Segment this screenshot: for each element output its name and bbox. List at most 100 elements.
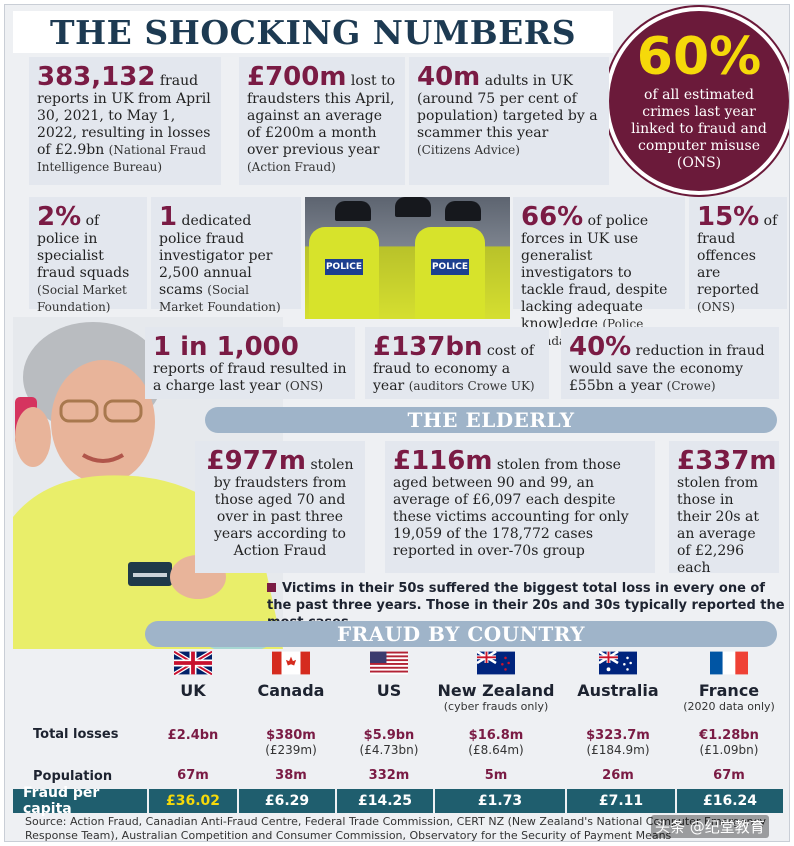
- country-note: [241, 700, 341, 714]
- country-loss-gbp: (£8.64m): [468, 743, 524, 757]
- country-column-uk: UK £2.4bn 67m: [143, 651, 243, 783]
- stat-number: 15%: [697, 202, 760, 232]
- page-title: THE SHOCKING NUMBERS: [49, 12, 577, 52]
- country-loss-gbp: (£4.73bn): [359, 743, 419, 757]
- country-loss-gbp: (£1.09bn): [699, 743, 759, 757]
- infographic: THE SHOCKING NUMBERS 60% of all estimate…: [4, 4, 790, 842]
- stat-generalist-investigators: 66% of police forces in UK use generalis…: [513, 197, 685, 348]
- country-loss: $5.9bn: [363, 728, 415, 743]
- country-loss-gbp: (£184.9m): [586, 743, 650, 757]
- stat-number: £137bn: [373, 332, 483, 362]
- stat-source: (Social Market Foundation): [37, 283, 127, 314]
- stat-fraud-reports: 383,132 fraud reports in UK from April 3…: [29, 57, 221, 185]
- sixty-percent-badge: 60% of all estimated crimes last year li…: [605, 7, 789, 195]
- country-note: [143, 700, 243, 714]
- country-column-australia: Australia $323.7m (£184.9m) 26m: [563, 651, 673, 783]
- stat-number: 1: [159, 202, 178, 232]
- elderly-woman-photo: [13, 317, 283, 649]
- us-flag-icon: [370, 651, 408, 675]
- stat-text: reduction in fraud would save the econom…: [569, 343, 765, 394]
- police-officers-photo: POLICE POLICE: [305, 197, 510, 319]
- country-name: Australia: [577, 681, 659, 700]
- stat-over-90s: £116m stolen from those aged between 90 …: [385, 441, 655, 573]
- stat-dedicated-investigator: 1 dedicated police fraud investigator pe…: [151, 197, 301, 314]
- stat-number: 2%: [37, 202, 82, 232]
- country-column-france: France (2020 data only) €1.28bn (£1.09bn…: [675, 651, 783, 783]
- stat-number: £116m: [393, 446, 493, 476]
- stat-number: 1 in 1,000: [153, 332, 299, 362]
- stat-twenties: £337m stolen from those in their 20s at …: [669, 441, 779, 576]
- country-column-new-zealand: New Zealand (cyber frauds only) $16.8m (…: [421, 651, 571, 783]
- stat-text: dedicated police fraud investigator per …: [159, 213, 273, 298]
- new-zealand-flag-icon: [477, 651, 515, 675]
- bullet-square-icon: [267, 583, 276, 592]
- capita-value-new-zealand: £1.73: [435, 789, 565, 813]
- france-flag-icon: [710, 651, 748, 675]
- stat-text: lost to fraudsters this April, against a…: [247, 73, 396, 158]
- stat-text: cost of fraud to economy a year: [373, 343, 535, 394]
- canada-flag-icon: [272, 651, 310, 675]
- row-label-capita: Fraud per capita: [13, 785, 147, 817]
- watermark: 头条 @纪堂教育: [651, 815, 769, 838]
- stat-source: (Crowe): [666, 379, 716, 393]
- stat-text: of fraud offences are reported: [697, 213, 778, 298]
- country-heading: FRAUD BY COUNTRY: [145, 621, 777, 647]
- country-name: UK: [180, 681, 206, 700]
- country-note: (2020 data only): [683, 700, 775, 713]
- stat-number: £700m: [247, 62, 347, 92]
- stat-text: stolen from those in their 20s at an ave…: [677, 475, 759, 576]
- stat-text: of police forces in UK use generalist in…: [521, 213, 668, 332]
- country-name: France: [698, 681, 760, 700]
- stat-source: (Action Fraud): [247, 160, 336, 174]
- row-label-population: Population: [33, 769, 113, 784]
- capita-value-uk: £36.02: [149, 789, 237, 813]
- country-population: 67m: [177, 768, 209, 783]
- country-population: 38m: [275, 768, 307, 783]
- country-name: US: [376, 681, 402, 700]
- stat-source: (Citizens Advice): [417, 143, 520, 157]
- country-loss-gbp: (£239m): [265, 743, 317, 757]
- country-note: (cyber frauds only): [443, 700, 549, 713]
- stat-source: (National Fraud Intelligence Bureau): [37, 143, 207, 174]
- country-note: [563, 700, 673, 714]
- stat-specialist-squads: 2% of police in specialist fraud squads …: [29, 197, 147, 314]
- country-population: 5m: [484, 768, 508, 783]
- stat-text: fraud reports in UK from April 30, 2021,…: [37, 73, 211, 158]
- stat-number: 40m: [417, 62, 481, 92]
- police-tag: POLICE: [325, 259, 363, 275]
- country-population: 332m: [368, 768, 410, 783]
- country-loss: £2.4bn: [167, 728, 219, 743]
- capita-value-france: £16.24: [677, 789, 783, 813]
- australia-flag-icon: [599, 651, 637, 675]
- sources-footnote: Source: Action Fraud, Canadian Anti-Frau…: [25, 815, 767, 842]
- stat-economy-cost: £137bn cost of fraud to economy a year (…: [365, 327, 549, 399]
- badge-value: 60%: [636, 27, 762, 87]
- country-population: 26m: [602, 768, 634, 783]
- stat-number: £977m: [206, 446, 306, 476]
- stat-text: stolen by fraudsters from those aged 70 …: [213, 457, 354, 559]
- stat-april-losses: £700m lost to fraudsters this April, aga…: [239, 57, 405, 185]
- fraud-per-capita-row: Fraud per capita £36.02 £6.29 £14.25 £1.…: [13, 785, 783, 817]
- country-loss: $323.7m: [586, 728, 650, 743]
- stat-number: 40%: [569, 332, 632, 362]
- stat-charge-rate: 1 in 1,000 reports of fraud resulted in …: [145, 327, 355, 399]
- country-loss: $16.8m: [468, 728, 524, 743]
- stat-number: £337m: [677, 446, 777, 476]
- stat-number: 66%: [521, 202, 584, 232]
- capita-value-us: £14.25: [337, 789, 433, 813]
- stat-text: stolen from those aged between 90 and 99…: [393, 457, 629, 559]
- country-column-canada: Canada $380m (£239m) 38m: [241, 651, 341, 783]
- capita-value-canada: £6.29: [239, 789, 335, 813]
- country-loss: $380m: [266, 728, 316, 743]
- badge-text: of all estimated crimes last year linked…: [631, 87, 767, 171]
- stat-source: (Social Market Foundation): [159, 283, 281, 314]
- country-loss: €1.28bn: [699, 728, 759, 743]
- stat-text: reports of fraud resulted in a charge la…: [153, 361, 347, 394]
- police-tag: POLICE: [431, 259, 469, 275]
- stat-source: (ONS): [697, 300, 735, 314]
- stat-number: 383,132: [37, 62, 156, 92]
- stat-offences-reported: 15% of fraud offences are reported (ONS): [689, 197, 787, 314]
- title-bar: THE SHOCKING NUMBERS: [13, 11, 613, 53]
- stat-adults-targeted: 40m adults in UK (around 75 per cent of …: [409, 57, 609, 185]
- country-loss-gbp: [143, 743, 243, 758]
